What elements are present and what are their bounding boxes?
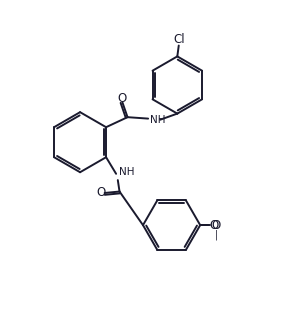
Text: O: O <box>211 219 221 232</box>
Text: NH: NH <box>119 167 134 177</box>
Text: O: O <box>209 219 219 232</box>
Text: O: O <box>118 92 127 105</box>
Text: NH: NH <box>150 115 166 125</box>
Text: |: | <box>214 230 218 240</box>
Text: Cl: Cl <box>174 33 185 46</box>
Text: O: O <box>96 187 106 199</box>
